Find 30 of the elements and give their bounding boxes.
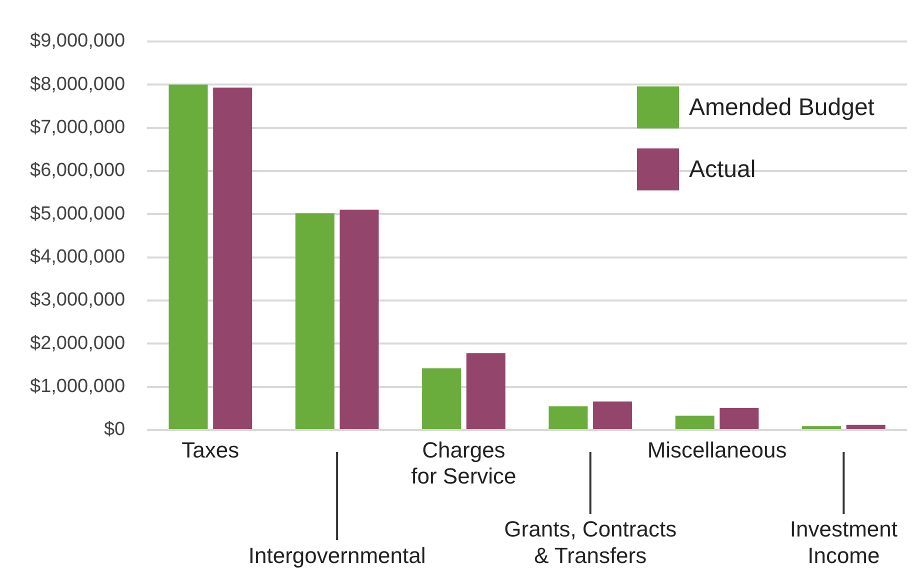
y-tick-label: $4,000,000: [30, 246, 126, 268]
x-tick-label: Taxes: [182, 437, 240, 462]
bar: [802, 426, 842, 429]
bar: [422, 368, 462, 429]
x-tick-label: Investment Income: [790, 516, 898, 568]
x-tick-label: Charges for Service: [411, 437, 516, 489]
x-tick-label: Miscellaneous: [647, 437, 787, 462]
y-tick-label: $2,000,000: [30, 332, 126, 354]
bar: [675, 416, 714, 429]
bar: [340, 210, 379, 429]
bar: [548, 406, 588, 429]
x-tick-label: Intergovernmental: [248, 542, 426, 568]
bar: [295, 213, 334, 429]
bar: [846, 424, 886, 429]
y-tick-label: $5,000,000: [30, 203, 126, 224]
bar: [213, 88, 252, 429]
y-tick-label: $9,000,000: [30, 30, 126, 52]
y-tick-label: $3,000,000: [30, 290, 126, 311]
legend-label: Amended Budget: [689, 94, 875, 122]
y-tick-label: $1,000,000: [30, 376, 126, 398]
bar: [168, 84, 208, 429]
x-tick-label: Grants, Contracts & Transfers: [504, 516, 677, 568]
y-tick-label: $6,000,000: [30, 160, 126, 182]
bar: [593, 402, 632, 429]
y-tick-label: $7,000,000: [30, 116, 126, 138]
bar: [466, 353, 506, 429]
bar: [720, 408, 759, 429]
legend-label: Actual: [689, 156, 756, 184]
y-tick-label: $0: [104, 419, 126, 440]
y-tick-label: $8,000,000: [30, 74, 126, 95]
